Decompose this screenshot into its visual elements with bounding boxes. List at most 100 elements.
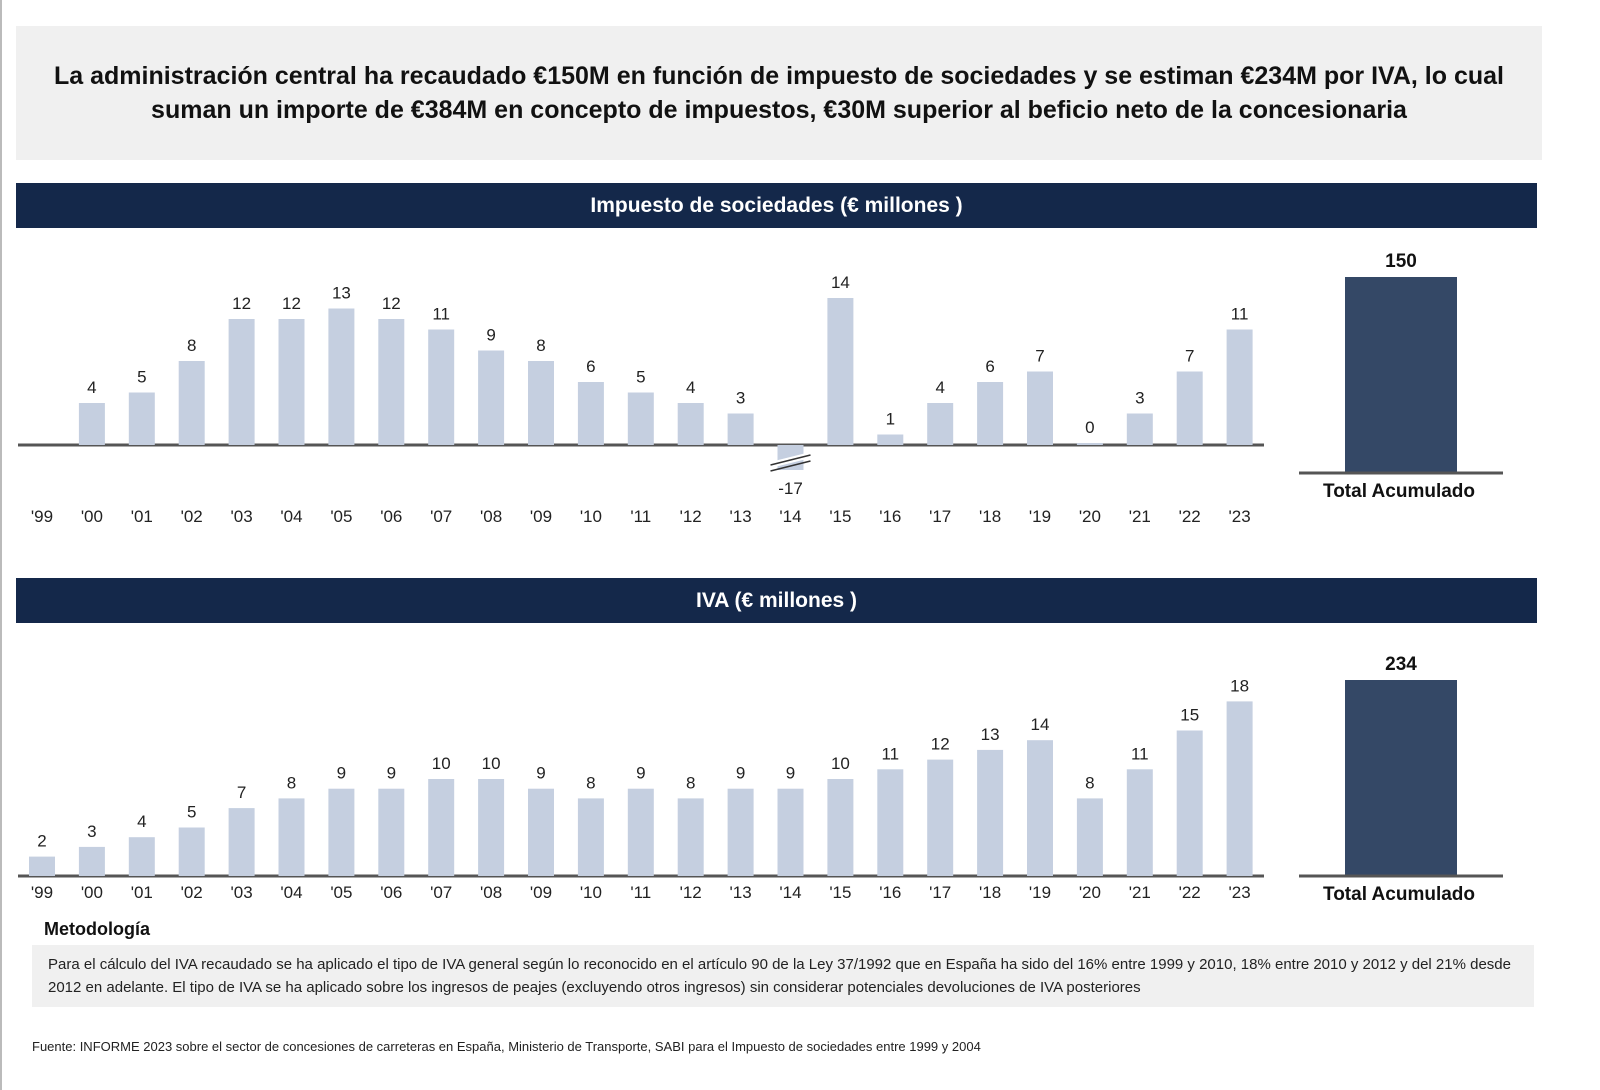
data-label: 11	[1231, 305, 1249, 324]
bar	[777, 788, 804, 876]
data-label: 7	[1035, 347, 1044, 366]
data-label: 9	[337, 764, 346, 783]
bar	[1176, 371, 1203, 445]
data-label: -17	[778, 479, 803, 498]
data-label: 5	[137, 368, 146, 387]
x-tick-label: '21	[1129, 883, 1151, 902]
bar	[178, 361, 205, 445]
bar	[378, 788, 405, 876]
data-label: 4	[686, 378, 695, 397]
x-tick-label: '02	[181, 507, 203, 526]
data-label: 8	[536, 336, 545, 355]
x-tick-label: '10	[580, 507, 602, 526]
data-label: 7	[1185, 347, 1194, 366]
data-label: 6	[586, 357, 595, 376]
x-tick-label: '12	[680, 507, 702, 526]
bar	[827, 779, 854, 876]
x-tick-label: '16	[879, 507, 901, 526]
bar	[78, 403, 105, 445]
data-label: 9	[387, 764, 396, 783]
x-tick-label: '21	[1129, 507, 1151, 526]
data-label: 8	[187, 336, 196, 355]
x-tick-label: '11	[630, 883, 651, 902]
x-tick-label: '22	[1179, 883, 1201, 902]
x-tick-label: '23	[1229, 507, 1251, 526]
x-tick-label: '23	[1229, 883, 1251, 902]
chart-title-iva: IVA (€ millones )	[16, 578, 1537, 623]
data-label: 13	[981, 725, 1000, 744]
bar	[727, 788, 754, 876]
x-tick-label: '08	[480, 507, 502, 526]
bar	[1076, 798, 1103, 876]
total-value-label: 150	[1385, 251, 1417, 272]
bar	[228, 808, 255, 876]
x-tick-label: '19	[1029, 507, 1051, 526]
bar	[1226, 701, 1253, 876]
x-tick-label: '08	[480, 883, 502, 902]
total-bar	[1345, 277, 1457, 473]
bar	[378, 319, 405, 445]
data-label: 9	[636, 764, 645, 783]
bar	[677, 798, 704, 876]
data-label: 11	[432, 305, 450, 324]
total-category-label: Total Acumulado	[1323, 884, 1475, 905]
x-tick-label: '20	[1079, 883, 1101, 902]
bar	[78, 846, 105, 876]
x-tick-label: '03	[231, 507, 253, 526]
x-tick-label: '09	[530, 507, 552, 526]
data-label: 12	[232, 294, 251, 313]
x-tick-label: '01	[131, 883, 153, 902]
x-tick-label: '19	[1029, 883, 1051, 902]
data-label: 8	[1085, 773, 1094, 792]
bar	[977, 749, 1004, 876]
bar	[877, 769, 904, 876]
data-label: 1	[886, 410, 895, 429]
data-label: 0	[1085, 418, 1094, 437]
data-label: 5	[636, 368, 645, 387]
data-label: 18	[1230, 676, 1249, 695]
data-label: 14	[1031, 715, 1050, 734]
bar	[178, 827, 205, 876]
x-tick-label: '99	[31, 507, 53, 526]
x-tick-label: '02	[181, 883, 203, 902]
methodology-text: Para el cálculo del IVA recaudado se ha …	[32, 945, 1534, 1007]
data-label: 13	[332, 284, 351, 303]
bar	[478, 350, 505, 445]
left-border	[0, 0, 2, 1090]
x-tick-label: '13	[730, 883, 752, 902]
bar	[1126, 413, 1153, 445]
bar	[1076, 443, 1103, 445]
data-label: 4	[935, 378, 944, 397]
x-tick-label: '01	[131, 507, 153, 526]
x-tick-label: '09	[530, 883, 552, 902]
data-label: 12	[382, 294, 401, 313]
x-tick-label: '00	[81, 883, 103, 902]
bar	[627, 392, 654, 445]
bar	[228, 319, 255, 445]
total-value-label: 234	[1385, 654, 1417, 675]
x-tick-label: '06	[380, 883, 402, 902]
axis-break-mark	[770, 454, 811, 466]
data-label: 9	[536, 764, 545, 783]
data-label: 10	[432, 754, 451, 773]
bar	[478, 779, 505, 876]
source-note: Fuente: INFORME 2023 sobre el sector de …	[32, 1039, 981, 1054]
x-tick-label: '05	[330, 507, 352, 526]
bar	[577, 382, 604, 445]
x-tick-label: '06	[380, 507, 402, 526]
bar	[328, 788, 355, 876]
bar	[528, 361, 554, 445]
data-label: 3	[1135, 389, 1144, 408]
data-label: 10	[482, 754, 501, 773]
x-tick-label: '13	[730, 507, 752, 526]
bar	[328, 308, 355, 445]
bar	[278, 798, 305, 876]
bar	[1176, 730, 1203, 876]
data-label: 12	[282, 294, 301, 313]
x-tick-label: '18	[979, 507, 1001, 526]
x-tick-label: '15	[829, 883, 851, 902]
chart-title-impuesto-sociedades: Impuesto de sociedades (€ millones )	[16, 183, 1537, 228]
x-tick-label: '10	[580, 883, 602, 902]
bar	[1126, 769, 1153, 876]
x-tick-label: '22	[1179, 507, 1201, 526]
